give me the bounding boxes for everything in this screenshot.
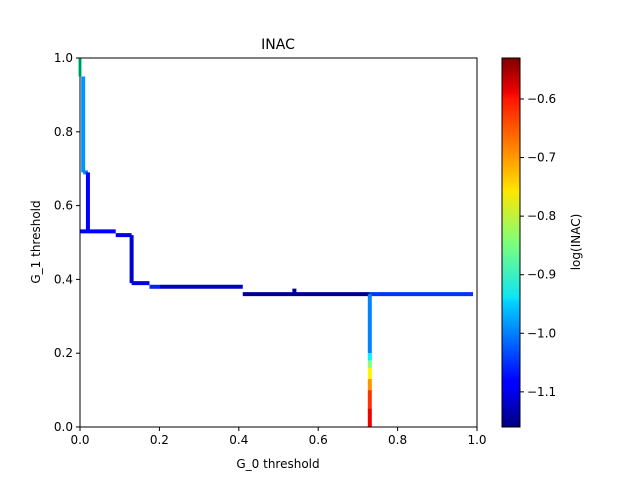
colorbar-tick-label: −0.6	[527, 92, 556, 106]
x-tick-label: 0.4	[229, 433, 248, 447]
colorbar-gradient	[501, 57, 521, 428]
colorbar-label: log(INAC)	[569, 214, 583, 271]
y-tick-label: 0.6	[54, 199, 73, 213]
colorbar-tick-label: −1.0	[527, 326, 556, 340]
y-tick-label: 0.8	[54, 125, 73, 139]
y-tick-label: 0.2	[54, 346, 73, 360]
colorbar-ticks: −0.6 −0.7 −0.8 −0.9 −1.0 −1.1	[520, 92, 556, 399]
y-axis: 0.0 0.2 0.4 0.6 0.8 1.0	[54, 51, 80, 434]
colorbar-tick-label: −0.7	[527, 151, 556, 165]
x-tick-label: 0.6	[309, 433, 328, 447]
x-axis-label: G_0 threshold	[236, 457, 319, 471]
chart-title: INAC	[261, 37, 295, 53]
x-tick-label: 0.8	[388, 433, 407, 447]
x-axis: 0.0 0.2 0.4 0.6 0.8 1.0	[70, 427, 487, 447]
plot-frame	[79, 57, 478, 428]
x-tick-label: 0.0	[70, 433, 89, 447]
y-axis-label: G_1 threshold	[29, 200, 43, 283]
colorbar-tick-label: −1.1	[527, 385, 556, 399]
y-tick-label: 0.0	[54, 420, 73, 434]
x-tick-label: 1.0	[467, 433, 486, 447]
y-tick-label: 0.4	[54, 272, 73, 286]
plot-area	[78, 58, 474, 427]
x-tick-label: 0.2	[150, 433, 169, 447]
colorbar-tick-label: −0.9	[527, 268, 556, 282]
colorbar: −0.6 −0.7 −0.8 −0.9 −1.0 −1.1 log(INAC)	[501, 57, 583, 428]
y-tick-label: 1.0	[54, 51, 73, 65]
colorbar-tick-label: −0.8	[527, 209, 556, 223]
